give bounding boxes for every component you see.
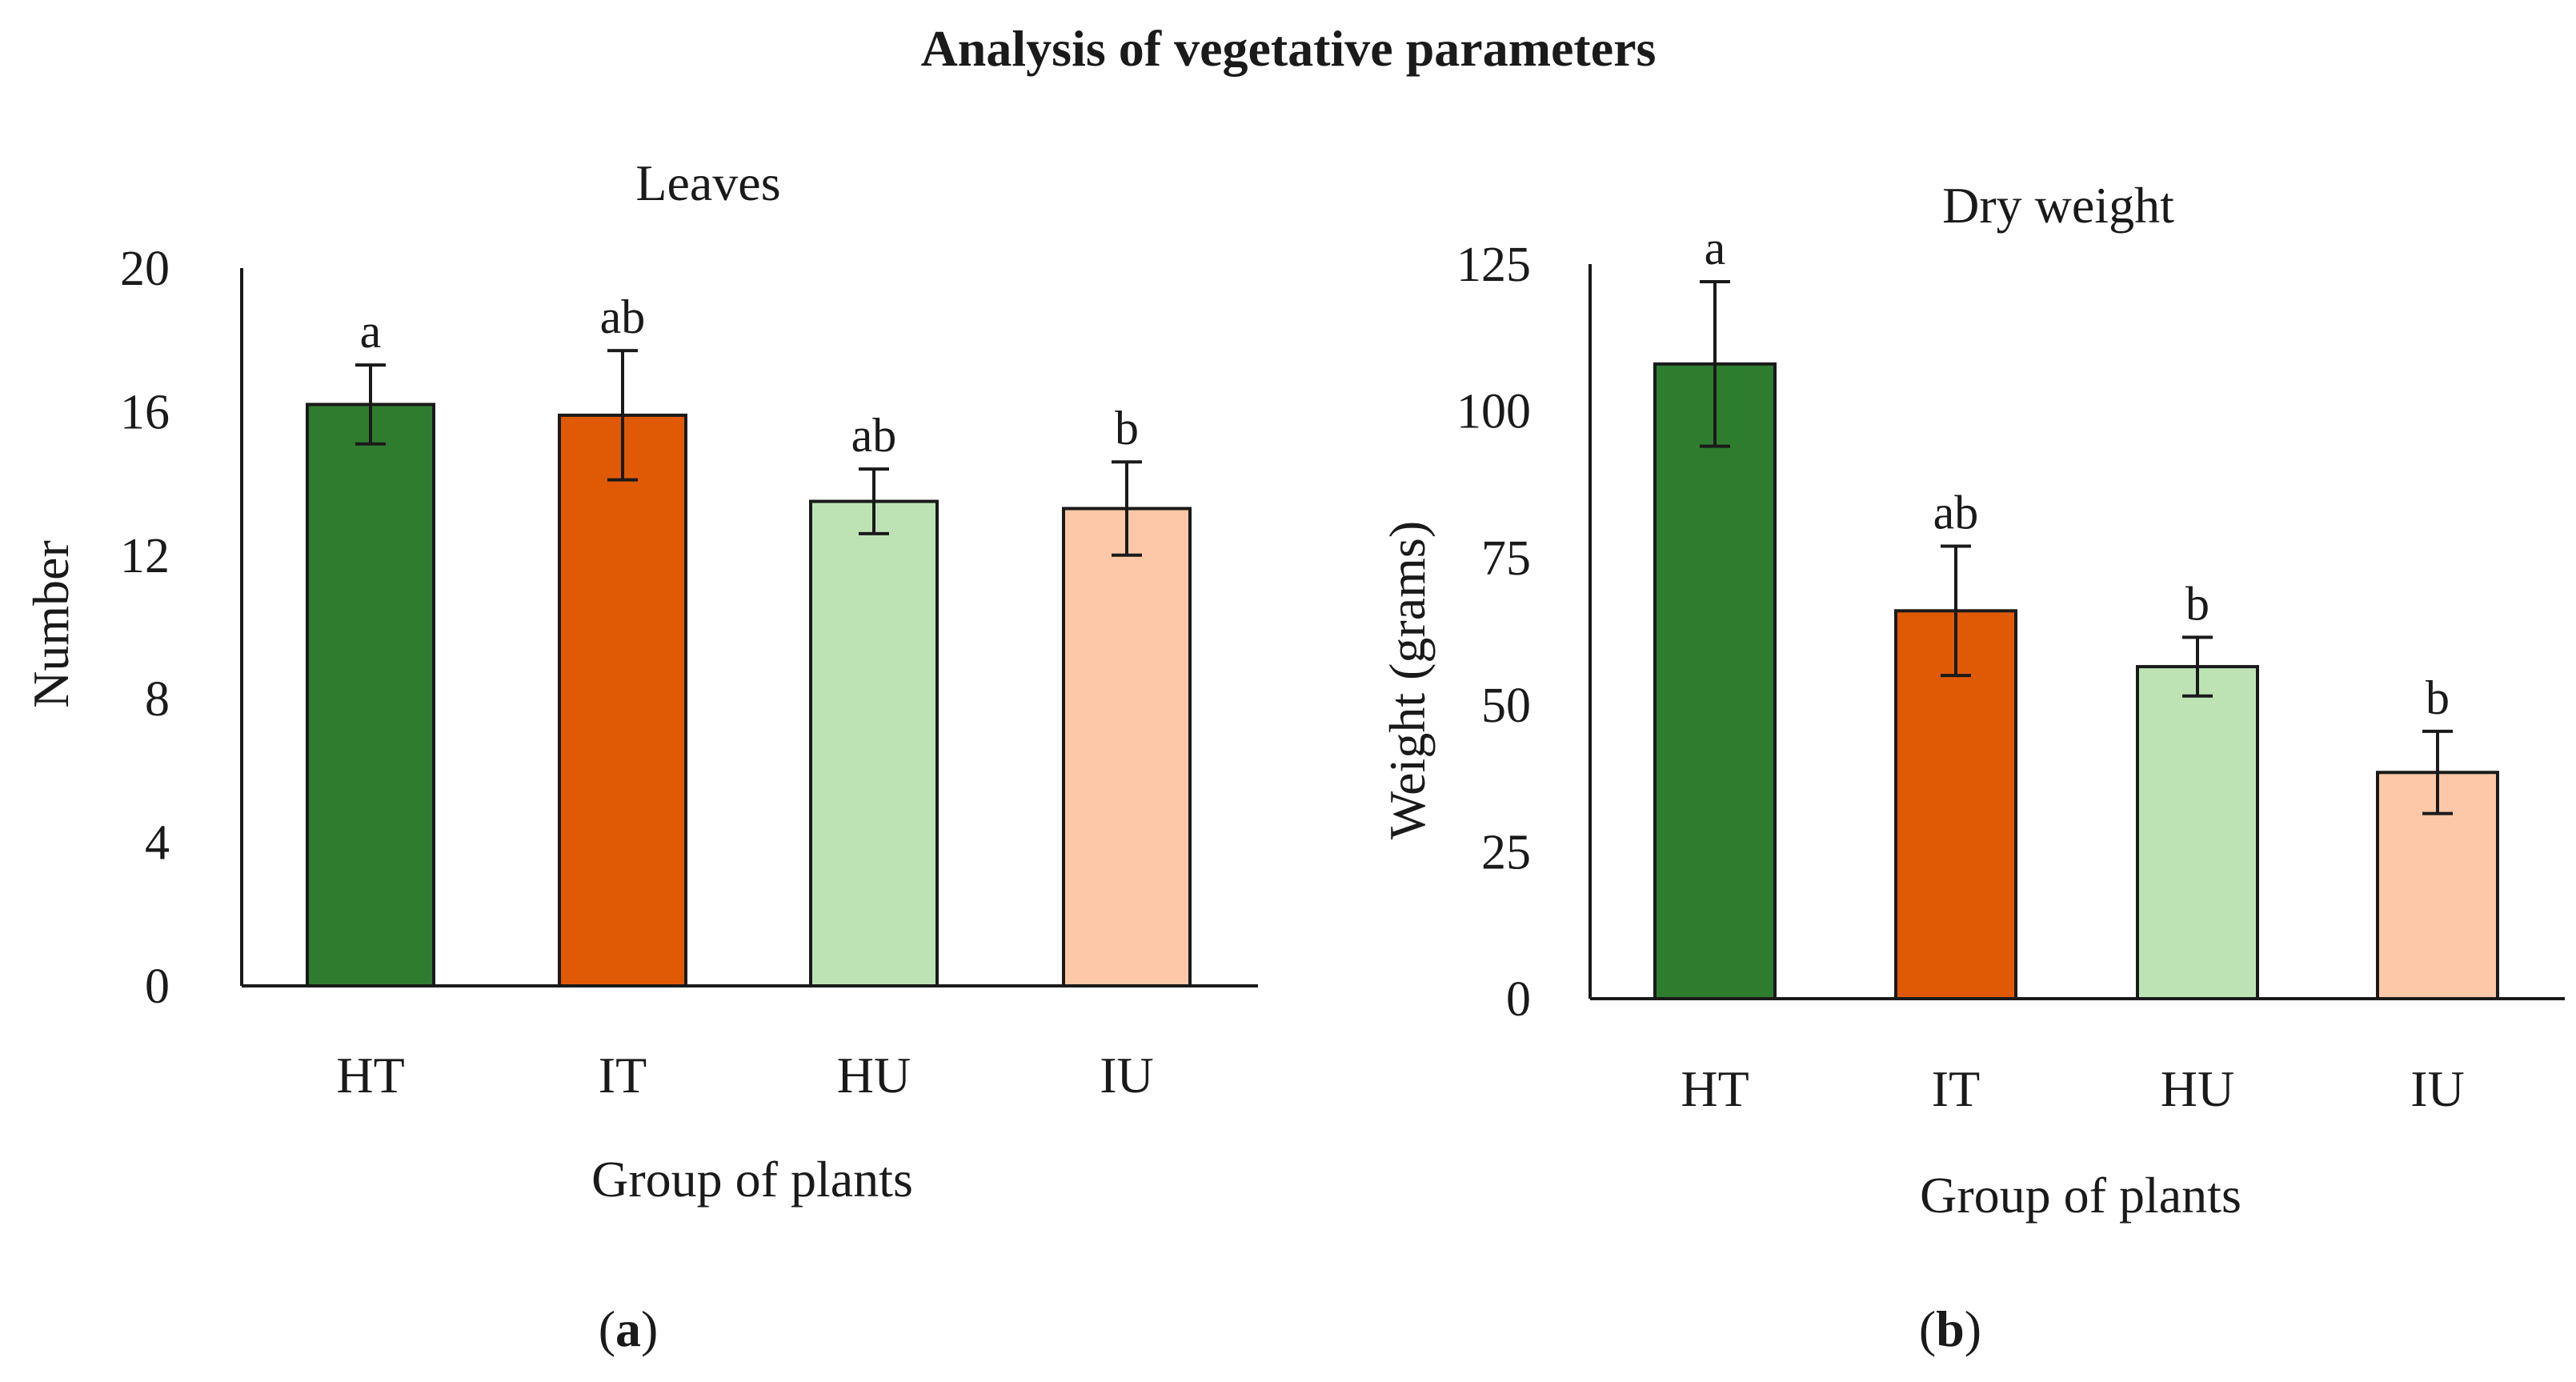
chart-b-y-tick-label: 50: [1481, 679, 1531, 733]
chart-a-x-tick-label: HU: [837, 1047, 911, 1104]
chart-a-y-tick-label: 4: [145, 816, 170, 871]
chart-a-x-tick-label: HT: [336, 1047, 404, 1104]
chart-b-significance-label: b: [2426, 671, 2450, 724]
chart-a-title: Leaves: [635, 154, 780, 211]
figure-title: Analysis of vegetative parameters: [921, 20, 1657, 77]
chart-b-x-tick-label: HT: [1681, 1060, 1749, 1117]
chart-b-bar-ht: [1653, 362, 1777, 1000]
chart-b-bar-hu: [2136, 665, 2259, 1001]
chart-a-y-tick-label: 0: [145, 959, 170, 1014]
chart-b-y-tick-label: 25: [1481, 825, 1531, 879]
chart-b-y-axis-label: Weight (grams): [1379, 521, 1436, 839]
chart-a-bar-hu: [809, 499, 939, 987]
chart-a-y-tick-label: 12: [120, 529, 170, 583]
chart-a-plot-area: 0 4 8 12 16 20 a HT ab IT ab HU b IU: [120, 242, 1258, 1104]
chart-b-significance-label: a: [1705, 222, 1726, 274]
chart-b-significance-label: ab: [1933, 487, 1979, 539]
chart-panel-b: Dry weight Weight (grams) Group of plant…: [1379, 177, 2565, 1357]
chart-a-significance-label: a: [360, 305, 382, 358]
chart-b-y-tick-label: 125: [1456, 238, 1531, 292]
chart-b-x-tick-label: HU: [2161, 1060, 2234, 1117]
chart-b-title: Dry weight: [1942, 177, 2174, 234]
chart-b-y-tick-label: 75: [1481, 531, 1531, 586]
chart-b-caption: (b): [1919, 1300, 1981, 1357]
chart-a-x-axis-label: Group of plants: [591, 1151, 913, 1208]
chart-a-significance-label: ab: [851, 409, 897, 462]
chart-a-y-tick-label: 16: [120, 385, 170, 439]
chart-a-bar-it: [558, 413, 687, 987]
chart-a-bar-ht: [306, 403, 435, 987]
chart-b-plot-area: 0 25 50 75 100 125 a HT ab IT b HU b IU: [1456, 222, 2565, 1117]
chart-a-y-axis-label: Number: [22, 540, 79, 708]
chart-a-significance-label: b: [1115, 402, 1139, 455]
chart-b-significance-label: b: [2185, 577, 2209, 630]
chart-b-x-axis-label: Group of plants: [1920, 1167, 2241, 1224]
chart-a-caption: (a): [599, 1300, 659, 1357]
chart-a-y-tick-label: 20: [120, 242, 170, 296]
chart-a-y-tick-label: 8: [145, 672, 170, 727]
chart-a-x-tick-label: IT: [599, 1047, 647, 1104]
chart-panel-a: Leaves Number Group of plants (a) 0 4 8 12 1…: [22, 154, 1258, 1357]
chart-b-x-tick-label: IT: [1932, 1060, 1980, 1117]
chart-b-x-tick-label: IU: [2410, 1060, 2465, 1117]
chart-a-significance-label: ab: [600, 290, 646, 343]
chart-a-bar-iu: [1062, 507, 1192, 987]
chart-b-y-tick-label: 0: [1506, 972, 1531, 1027]
chart-b-y-tick-label: 100: [1456, 385, 1531, 439]
chart-a-x-tick-label: IU: [1100, 1047, 1154, 1104]
